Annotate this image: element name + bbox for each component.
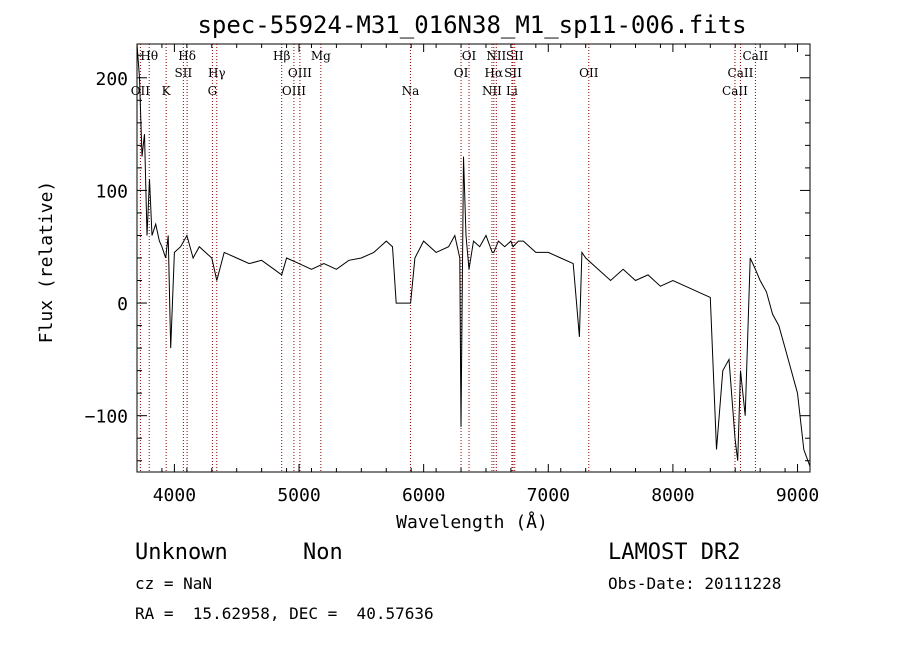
marker-label-3: Hδ <box>178 49 196 63</box>
survey-name: LAMOST DR2 <box>608 540 740 565</box>
marker-label-12: OI <box>462 49 477 63</box>
marker-label-5: Hγ <box>208 66 226 80</box>
marker-label-6: G <box>208 84 218 98</box>
object-subclass: Non <box>303 540 343 565</box>
y-tick-label-2: 100 <box>95 181 128 202</box>
y-axis-label: Flux (relative) <box>36 181 57 344</box>
marker-label-21: CaII <box>742 49 768 63</box>
y-tick-label-3: 200 <box>95 69 128 90</box>
marker-label-4: SII <box>175 66 193 80</box>
marker-label-17: SII <box>504 66 522 80</box>
marker-label-22: CaII <box>728 66 754 80</box>
y-tick-label-1: 0 <box>117 294 128 315</box>
marker-label-18: NII <box>482 84 502 98</box>
marker-label-8: OIII <box>288 66 312 80</box>
plot-frame <box>136 43 811 473</box>
chart-title: spec-55924-M31_016N38_M1_sp11-006.fits <box>197 11 746 39</box>
marker-label-14: NII <box>486 49 506 63</box>
marker-label-2: K <box>162 84 172 98</box>
redshift-value: cz = NaN <box>135 574 212 593</box>
coordinates: RA = 15.62958, DEC = 40.57636 <box>135 604 434 623</box>
object-class: Unknown <box>135 540 228 565</box>
marker-label-20: OII <box>579 66 599 80</box>
marker-label-19: Li <box>506 84 518 98</box>
obs-date: Obs-Date: 20111228 <box>608 574 781 593</box>
x-tick-label-2: 6000 <box>402 485 445 506</box>
marker-label-9: OIII <box>282 84 306 98</box>
marker-label-0: Hθ <box>140 49 158 63</box>
marker-label-16: Hα <box>485 66 504 80</box>
x-axis-label: Wavelength (Å) <box>396 511 548 533</box>
x-tick-label-0: 4000 <box>153 485 196 506</box>
spectrum-series <box>136 43 811 467</box>
spectrum-line-0 <box>136 43 811 467</box>
x-tick-label-3: 7000 <box>527 485 570 506</box>
y-tick-label-0: −100 <box>85 407 128 428</box>
marker-label-11: Na <box>402 84 420 98</box>
x-tick-label-1: 5000 <box>277 485 320 506</box>
x-tick-label-5: 9000 <box>776 485 819 506</box>
marker-label-10: Mg <box>311 49 331 63</box>
x-tick-label-4: 8000 <box>651 485 694 506</box>
marker-label-23: CaII <box>722 84 748 98</box>
marker-label-7: Hβ <box>273 49 290 63</box>
axis-ticks: 4000 5000 6000 7000 8000 9000 −100 0 100 200 <box>85 44 819 506</box>
marker-label-15: SII <box>506 49 524 63</box>
marker-label-13: OI <box>454 66 469 80</box>
marker-label-1: OII <box>131 84 151 98</box>
